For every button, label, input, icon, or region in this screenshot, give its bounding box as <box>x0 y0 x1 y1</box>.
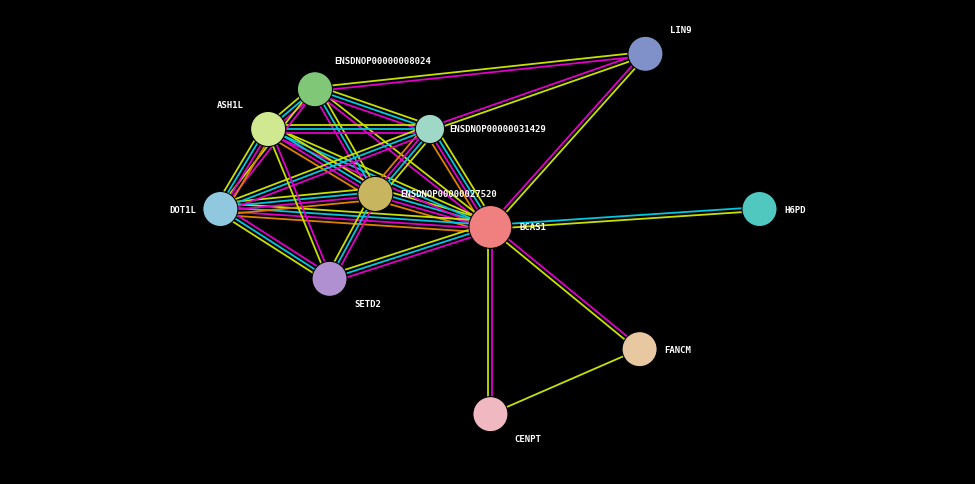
Ellipse shape <box>622 332 657 367</box>
Text: LIN9: LIN9 <box>670 26 691 35</box>
Text: CENPT: CENPT <box>515 434 542 443</box>
Ellipse shape <box>742 192 777 227</box>
Text: ENSDNOP00000027520: ENSDNOP00000027520 <box>400 190 496 199</box>
Ellipse shape <box>628 37 663 72</box>
Ellipse shape <box>469 206 512 249</box>
Ellipse shape <box>473 397 508 432</box>
Text: ENSDNOP00000008024: ENSDNOP00000008024 <box>334 57 431 65</box>
Text: DOT1L: DOT1L <box>169 205 196 214</box>
Text: H6PD: H6PD <box>784 205 805 214</box>
Ellipse shape <box>312 262 347 297</box>
Text: FANCM: FANCM <box>664 345 691 354</box>
Ellipse shape <box>203 192 238 227</box>
Ellipse shape <box>251 112 286 147</box>
Ellipse shape <box>358 177 393 212</box>
Text: BCAS1: BCAS1 <box>520 223 547 232</box>
Text: ASH1L: ASH1L <box>216 101 244 110</box>
Ellipse shape <box>415 115 445 144</box>
Text: ENSDNOP00000031429: ENSDNOP00000031429 <box>449 125 546 134</box>
Ellipse shape <box>297 73 332 107</box>
Text: SETD2: SETD2 <box>354 299 381 308</box>
